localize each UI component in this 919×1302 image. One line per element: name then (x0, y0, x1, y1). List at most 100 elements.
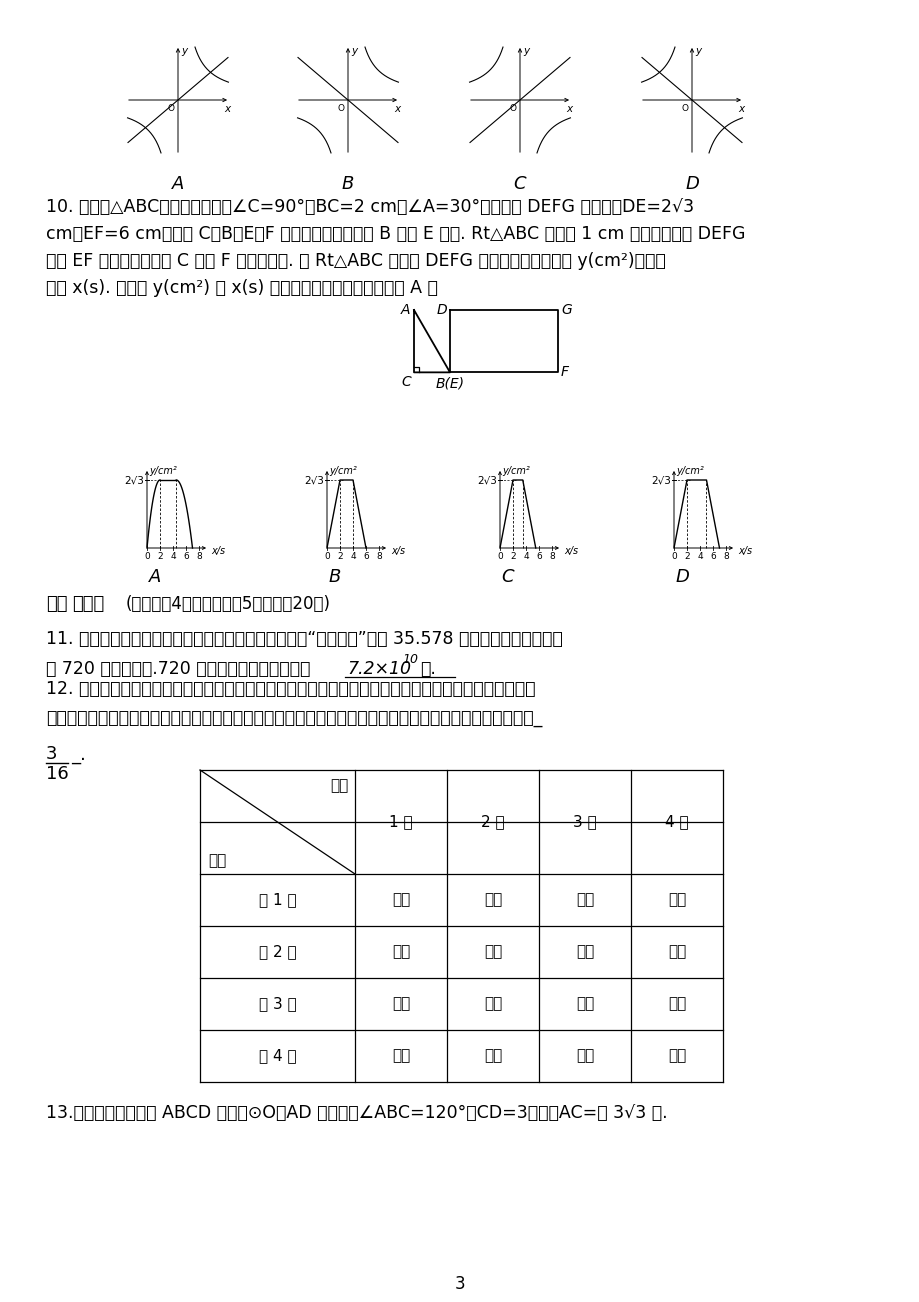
Text: 过 720 亿元人民币.720 亿用科学计数法可表示为: 过 720 亿元人民币.720 亿用科学计数法可表示为 (46, 660, 310, 678)
Text: C: C (513, 174, 526, 193)
Text: 2: 2 (337, 552, 343, 561)
Text: O: O (681, 104, 688, 113)
Text: D: D (436, 303, 447, 316)
Text: 0: 0 (144, 552, 150, 561)
Text: 8: 8 (722, 552, 728, 561)
Text: 2: 2 (510, 552, 516, 561)
Text: 物理: 物理 (575, 944, 594, 960)
Text: 2 班: 2 班 (481, 815, 505, 829)
Text: 3 班: 3 班 (573, 815, 596, 829)
Text: 4: 4 (350, 552, 356, 561)
Text: 11. 港珠澳大桥是世界最长的跨海大桥，其中主体工程“海中桥隘”长达 35.578 公里，整个大桥造价超: 11. 港珠澳大桥是世界最长的跨海大桥，其中主体工程“海中桥隘”长达 35.57… (46, 630, 562, 648)
Text: 0: 0 (323, 552, 330, 561)
Text: 化学: 化学 (667, 892, 686, 907)
Text: 语文: 语文 (483, 1048, 502, 1064)
Text: 2√3: 2√3 (651, 475, 670, 486)
Text: 数学: 数学 (667, 996, 686, 1012)
Text: 第 3 节: 第 3 节 (258, 996, 296, 1012)
Text: 二、: 二、 (46, 595, 67, 613)
Text: B: B (342, 174, 354, 193)
Text: C: C (401, 375, 411, 389)
Text: B: B (328, 568, 341, 586)
Text: 0: 0 (670, 552, 676, 561)
Text: A: A (400, 303, 410, 316)
Text: x/s: x/s (391, 546, 404, 556)
Text: 政治: 政治 (575, 1048, 594, 1064)
Text: 时间 x(s). 能反映 y(cm²) 与 x(s) 之间函数关系的大致图像是（ A ）: 时间 x(s). 能反映 y(cm²) 与 x(s) 之间函数关系的大致图像是（… (46, 279, 437, 297)
Text: y/cm²: y/cm² (502, 466, 529, 477)
Text: 8: 8 (196, 552, 201, 561)
Text: 2: 2 (157, 552, 163, 561)
Text: (本大题共4小题，每小题5分，满分20分): (本大题共4小题，每小题5分，满分20分) (126, 595, 331, 613)
Text: 第 4 节: 第 4 节 (258, 1048, 296, 1064)
Text: O: O (337, 104, 345, 113)
Text: 16: 16 (46, 766, 69, 783)
Text: O: O (509, 104, 516, 113)
Text: 元.: 元. (420, 660, 436, 678)
Text: y: y (694, 46, 700, 56)
Text: y/cm²: y/cm² (149, 466, 176, 477)
Text: 6: 6 (183, 552, 188, 561)
Text: 7.2×10: 7.2×10 (346, 660, 411, 678)
Text: 的边 EF 向右平移，当点 C 与点 F 重合时停止. 设 Rt△ABC 与矩形 DEFG 的重叠部分的面积为 y(cm²)，运动: 的边 EF 向右平移，当点 C 与点 F 重合时停止. 设 Rt△ABC 与矩形… (46, 253, 665, 270)
Text: x/s: x/s (210, 546, 225, 556)
Text: 1 班: 1 班 (389, 815, 413, 829)
Text: 4 班: 4 班 (664, 815, 688, 829)
Text: O: O (168, 104, 175, 113)
Text: 6: 6 (536, 552, 541, 561)
Text: A: A (149, 568, 161, 586)
Text: y: y (522, 46, 528, 56)
Text: x/s: x/s (737, 546, 752, 556)
Text: 班级: 班级 (331, 779, 348, 793)
Text: 2: 2 (684, 552, 689, 561)
Text: 10: 10 (402, 654, 417, 667)
Text: 0: 0 (496, 552, 503, 561)
Text: 2√3: 2√3 (477, 475, 496, 486)
Text: G: G (561, 303, 571, 316)
Text: 3: 3 (46, 745, 57, 763)
Text: 语文: 语文 (667, 944, 686, 960)
Text: cm，EF=6 cm，且点 C、B、E、F 在同一条直线上，点 B 与点 E 重合. Rt△ABC 以每秒 1 cm 的速度沿矩形 DEFG: cm，EF=6 cm，且点 C、B、E、F 在同一条直线上，点 B 与点 E 重… (46, 225, 744, 243)
Text: A: A (172, 174, 184, 193)
Text: y/cm²: y/cm² (675, 466, 703, 477)
Text: x/s: x/s (563, 546, 577, 556)
Text: 13.如图，已知四边形 ABCD 内接于⊙O，AD 是直径，∠ABC=120°，CD=3，则导AC=＿ 3√3 ＿.: 13.如图，已知四边形 ABCD 内接于⊙O，AD 是直径，∠ABC=120°，… (46, 1104, 667, 1122)
Text: 节次: 节次 (208, 853, 226, 868)
Text: 3: 3 (454, 1275, 465, 1293)
Text: x: x (223, 104, 230, 115)
Text: B(E): B(E) (435, 376, 464, 391)
Text: 语文: 语文 (391, 892, 410, 907)
Text: D: D (685, 174, 698, 193)
Text: 拿到的当天上午九年级的课表，如果每一个班级的每一节课被听的可能性是一样的，那么听数学课的概率是_: 拿到的当天上午九年级的课表，如果每一个班级的每一节课被听的可能性是一样的，那么听… (46, 710, 542, 728)
Text: 4: 4 (523, 552, 528, 561)
Text: y: y (181, 46, 187, 56)
Text: 4: 4 (170, 552, 176, 561)
Text: C: C (501, 568, 514, 586)
Text: x: x (393, 104, 400, 115)
Text: 数学: 数学 (483, 892, 502, 907)
Text: F: F (561, 366, 568, 379)
Text: 数学: 数学 (391, 944, 410, 960)
Text: 外语: 外语 (575, 892, 594, 907)
Text: 6: 6 (363, 552, 369, 561)
Text: y: y (351, 46, 357, 56)
Text: 12. 一天上午林老师来到某中学参加该校的校园开放日活动，他打算随机听一节九年级的课程，下表是他: 12. 一天上午林老师来到某中学参加该校的校园开放日活动，他打算随机听一节九年级… (46, 680, 535, 698)
Text: 第 2 节: 第 2 节 (258, 944, 296, 960)
Text: 第 1 节: 第 1 节 (258, 892, 296, 907)
Text: x: x (737, 104, 743, 115)
Text: 2√3: 2√3 (304, 475, 323, 486)
Text: 化学: 化学 (483, 996, 502, 1012)
Text: x: x (565, 104, 572, 115)
Text: 10. 如图，△ABC为直角三角形，∠C=90°，BC=2 cm，∠A=30°，四边形 DEFG 为矩形，DE=2√3: 10. 如图，△ABC为直角三角形，∠C=90°，BC=2 cm，∠A=30°，… (46, 198, 693, 216)
Text: 外语: 外语 (391, 1048, 410, 1064)
Text: 填空题: 填空题 (72, 595, 104, 613)
Text: y/cm²: y/cm² (329, 466, 357, 477)
Text: D: D (675, 568, 688, 586)
Text: 8: 8 (376, 552, 381, 561)
Text: 8: 8 (549, 552, 554, 561)
Text: 6: 6 (709, 552, 715, 561)
Text: 2√3: 2√3 (124, 475, 144, 486)
Text: 体育: 体育 (575, 996, 594, 1012)
Text: 体育: 体育 (667, 1048, 686, 1064)
Text: 4: 4 (697, 552, 702, 561)
